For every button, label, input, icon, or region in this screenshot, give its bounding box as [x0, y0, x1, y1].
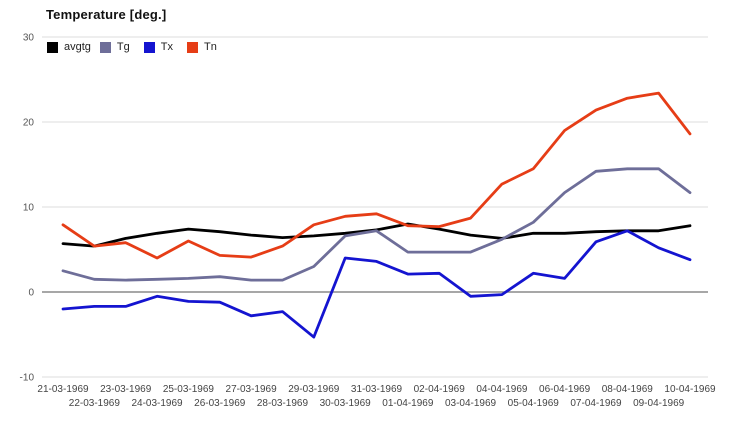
- x-tick-label: 31-03-1969: [351, 384, 403, 395]
- x-tick-label: 27-03-1969: [226, 384, 278, 395]
- legend-swatch-tg: [99, 41, 111, 53]
- x-tick-label: 10-04-1969: [664, 384, 716, 395]
- legend-swatch-tx: [143, 41, 155, 53]
- x-tick-label: 05-04-1969: [508, 398, 560, 409]
- legend-label-tn: Tn: [204, 41, 217, 53]
- y-tick-label: 0: [28, 288, 34, 299]
- x-tick-label: 30-03-1969: [320, 398, 372, 409]
- x-tick-label: 23-03-1969: [100, 384, 152, 395]
- series-line-tn: [61, 91, 692, 260]
- y-tick-label: 20: [23, 118, 35, 129]
- x-tick-label: 21-03-1969: [37, 384, 89, 395]
- x-tick-label: 02-04-1969: [414, 384, 466, 395]
- legend-item-tx: Tx: [143, 41, 173, 53]
- x-tick-label: 28-03-1969: [257, 398, 309, 409]
- legend-item-tg: Tg: [99, 41, 130, 53]
- chart-legend: avgtg Tg Tx Tn: [47, 41, 231, 53]
- y-tick-label: 30: [23, 33, 35, 44]
- x-tick-label: 26-03-1969: [194, 398, 246, 409]
- x-tick-label: 03-04-1969: [445, 398, 497, 409]
- legend-label-tx: Tx: [160, 41, 173, 53]
- x-tick-label: 08-04-1969: [602, 384, 654, 395]
- x-tick-label: 07-04-1969: [570, 398, 622, 409]
- series-line-tg: [61, 167, 692, 282]
- chart-title: Temperature [deg.]: [46, 7, 167, 22]
- x-tick-label: 09-04-1969: [633, 398, 685, 409]
- legend-swatch-tn: [187, 41, 198, 53]
- x-tick-label: 24-03-1969: [131, 398, 183, 409]
- x-tick-label: 22-03-1969: [69, 398, 121, 409]
- x-tick-label: 25-03-1969: [163, 384, 215, 395]
- gridlines: [42, 36, 708, 378]
- y-axis-tick-labels: 30 20 10 0 -10: [20, 33, 35, 384]
- series-line-tx: [61, 229, 692, 339]
- legend-label-avgtg: avgtg: [64, 41, 91, 53]
- x-tick-label: 29-03-1969: [288, 384, 340, 395]
- x-tick-label: 01-04-1969: [382, 398, 434, 409]
- x-tick-label: 06-04-1969: [539, 384, 591, 395]
- x-axis-tick-labels: 21-03-1969 22-03-1969 23-03-1969 24-03-1969…: [37, 384, 716, 409]
- y-tick-label: -10: [20, 373, 35, 384]
- legend-item-tn: Tn: [187, 41, 217, 53]
- y-tick-label: 10: [23, 203, 35, 214]
- legend-label-tg: Tg: [116, 41, 130, 53]
- x-tick-label: 04-04-1969: [476, 384, 528, 395]
- legend-swatch-avgtg: [47, 41, 58, 53]
- legend-item-avgtg: avgtg: [47, 41, 91, 53]
